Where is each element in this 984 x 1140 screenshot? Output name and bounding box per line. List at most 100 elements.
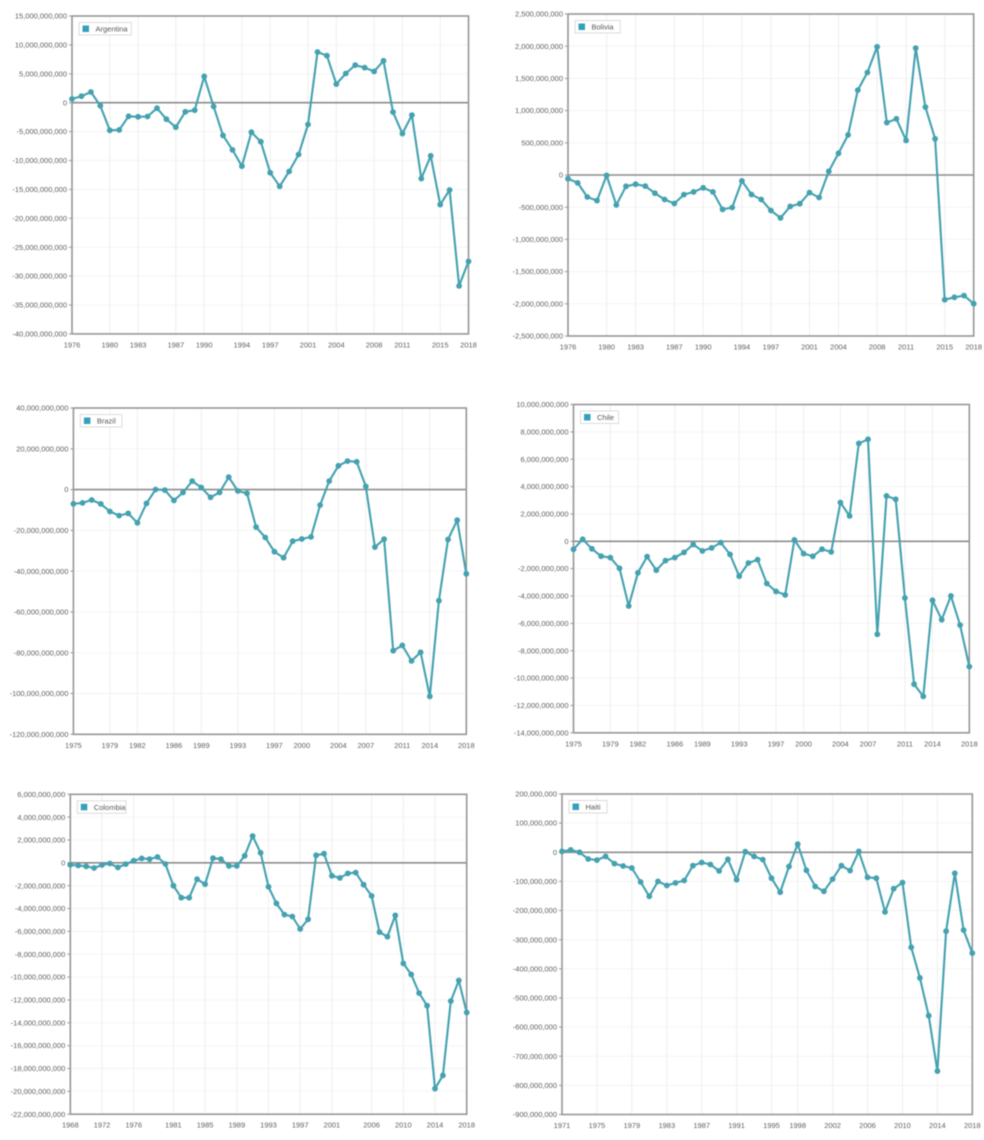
svg-text:-22,000,000,000: -22,000,000,000 xyxy=(11,1110,66,1119)
svg-text:-700,000,000: -700,000,000 xyxy=(513,1052,557,1061)
svg-text:-10,000,000,000: -10,000,000,000 xyxy=(514,674,569,683)
svg-text:2014: 2014 xyxy=(427,1121,444,1130)
svg-text:2014: 2014 xyxy=(924,739,941,748)
svg-text:2002: 2002 xyxy=(824,1121,841,1130)
svg-text:500,000,000: 500,000,000 xyxy=(521,138,563,147)
svg-text:2018: 2018 xyxy=(458,1121,475,1130)
svg-text:4,000,000,000: 4,000,000,000 xyxy=(521,482,569,491)
svg-text:1975: 1975 xyxy=(589,1121,606,1130)
svg-text:-10,000,000,000: -10,000,000,000 xyxy=(11,973,66,982)
svg-text:-25,000,000,000: -25,000,000,000 xyxy=(12,243,67,252)
svg-text:1976: 1976 xyxy=(64,340,81,349)
svg-text:2008: 2008 xyxy=(366,340,383,349)
svg-text:2,500,000,000: 2,500,000,000 xyxy=(515,10,563,19)
svg-text:2010: 2010 xyxy=(395,1121,412,1130)
svg-text:-40,000,000,000: -40,000,000,000 xyxy=(14,567,69,576)
svg-text:10,000,000,000: 10,000,000,000 xyxy=(516,400,568,409)
svg-text:2,000,000,000: 2,000,000,000 xyxy=(17,836,65,845)
svg-text:20,000,000,000: 20,000,000,000 xyxy=(16,444,68,453)
svg-text:-4,000,000,000: -4,000,000,000 xyxy=(15,904,65,913)
svg-text:1995: 1995 xyxy=(763,1121,780,1130)
svg-text:100,000,000: 100,000,000 xyxy=(515,819,557,828)
svg-text:2006: 2006 xyxy=(363,1121,380,1130)
svg-text:1983: 1983 xyxy=(130,340,147,349)
svg-text:1997: 1997 xyxy=(768,739,785,748)
svg-text:-20,000,000,000: -20,000,000,000 xyxy=(11,1087,66,1096)
svg-text:-12,000,000,000: -12,000,000,000 xyxy=(514,701,569,710)
svg-text:2007: 2007 xyxy=(860,739,877,748)
svg-text:1980: 1980 xyxy=(598,343,615,352)
svg-text:2011: 2011 xyxy=(394,741,410,750)
svg-text:1982: 1982 xyxy=(630,739,647,748)
svg-text:1987: 1987 xyxy=(693,1121,710,1130)
svg-text:-900,000,000: -900,000,000 xyxy=(513,1110,557,1119)
svg-text:2011: 2011 xyxy=(898,343,914,352)
svg-text:-1,000,000,000: -1,000,000,000 xyxy=(513,235,563,244)
svg-text:1987: 1987 xyxy=(167,340,184,349)
svg-text:2008: 2008 xyxy=(869,343,886,352)
svg-text:2014: 2014 xyxy=(421,741,438,750)
svg-text:1976: 1976 xyxy=(560,343,577,352)
svg-text:2,000,000,000: 2,000,000,000 xyxy=(521,510,569,519)
svg-text:-200,000,000: -200,000,000 xyxy=(513,906,557,915)
svg-text:2004: 2004 xyxy=(330,741,347,750)
svg-text:1971: 1971 xyxy=(554,1121,571,1130)
svg-text:1980: 1980 xyxy=(101,340,118,349)
svg-text:-6,000,000,000: -6,000,000,000 xyxy=(518,619,568,628)
svg-text:2018: 2018 xyxy=(458,741,475,750)
svg-text:8,000,000,000: 8,000,000,000 xyxy=(521,428,569,437)
svg-text:-6,000,000,000: -6,000,000,000 xyxy=(15,927,65,936)
svg-text:0: 0 xyxy=(63,98,67,107)
svg-text:1979: 1979 xyxy=(102,741,119,750)
svg-text:10,000,000,000: 10,000,000,000 xyxy=(15,41,67,50)
svg-text:4,000,000,000: 4,000,000,000 xyxy=(17,813,65,822)
svg-text:-40,000,000,000: -40,000,000,000 xyxy=(12,330,67,339)
svg-text:0: 0 xyxy=(559,171,563,180)
svg-text:-2,000,000,000: -2,000,000,000 xyxy=(513,299,563,308)
svg-text:1979: 1979 xyxy=(623,1121,640,1130)
svg-text:1991: 1991 xyxy=(728,1121,745,1130)
svg-text:1989: 1989 xyxy=(228,1121,245,1130)
svg-text:-12,000,000,000: -12,000,000,000 xyxy=(11,996,66,1005)
svg-text:-30,000,000,000: -30,000,000,000 xyxy=(12,272,67,281)
svg-text:200,000,000: 200,000,000 xyxy=(515,790,557,799)
svg-text:Brazil: Brazil xyxy=(97,417,116,426)
svg-text:1,000,000,000: 1,000,000,000 xyxy=(515,106,563,115)
svg-text:2015: 2015 xyxy=(432,340,449,349)
svg-text:-35,000,000,000: -35,000,000,000 xyxy=(12,301,67,310)
svg-text:1997: 1997 xyxy=(292,1121,309,1130)
svg-text:1993: 1993 xyxy=(260,1121,277,1130)
svg-text:1975: 1975 xyxy=(65,741,82,750)
svg-text:2004: 2004 xyxy=(830,343,847,352)
svg-text:2006: 2006 xyxy=(859,1121,876,1130)
svg-text:1979: 1979 xyxy=(602,739,619,748)
svg-text:Haiti: Haiti xyxy=(586,803,601,812)
svg-text:1990: 1990 xyxy=(695,343,712,352)
svg-text:-18,000,000,000: -18,000,000,000 xyxy=(11,1064,66,1073)
svg-text:-16,000,000,000: -16,000,000,000 xyxy=(11,1041,66,1050)
svg-text:0: 0 xyxy=(61,858,65,867)
svg-text:-10,000,000,000: -10,000,000,000 xyxy=(12,156,67,165)
svg-text:2004: 2004 xyxy=(832,739,849,748)
svg-text:1994: 1994 xyxy=(734,343,751,352)
svg-text:1,500,000,000: 1,500,000,000 xyxy=(515,74,563,83)
svg-text:1989: 1989 xyxy=(694,739,711,748)
svg-text:2007: 2007 xyxy=(357,741,374,750)
svg-text:2,000,000,000: 2,000,000,000 xyxy=(515,42,563,51)
svg-text:1997: 1997 xyxy=(266,741,283,750)
svg-text:1993: 1993 xyxy=(230,741,247,750)
svg-text:Bolivia: Bolivia xyxy=(592,23,615,32)
svg-text:1986: 1986 xyxy=(166,741,183,750)
svg-text:6,000,000,000: 6,000,000,000 xyxy=(17,790,65,799)
svg-text:-8,000,000,000: -8,000,000,000 xyxy=(15,950,65,959)
svg-text:-2,000,000,000: -2,000,000,000 xyxy=(518,564,568,573)
svg-text:-300,000,000: -300,000,000 xyxy=(513,935,557,944)
svg-text:2014: 2014 xyxy=(929,1121,946,1130)
svg-text:2015: 2015 xyxy=(936,343,953,352)
svg-text:1998: 1998 xyxy=(789,1121,806,1130)
svg-text:Colombia: Colombia xyxy=(94,803,127,812)
svg-text:-14,000,000,000: -14,000,000,000 xyxy=(11,1018,66,1027)
svg-text:-500,000,000: -500,000,000 xyxy=(513,994,557,1003)
svg-text:2011: 2011 xyxy=(394,340,410,349)
svg-text:0: 0 xyxy=(64,485,68,494)
